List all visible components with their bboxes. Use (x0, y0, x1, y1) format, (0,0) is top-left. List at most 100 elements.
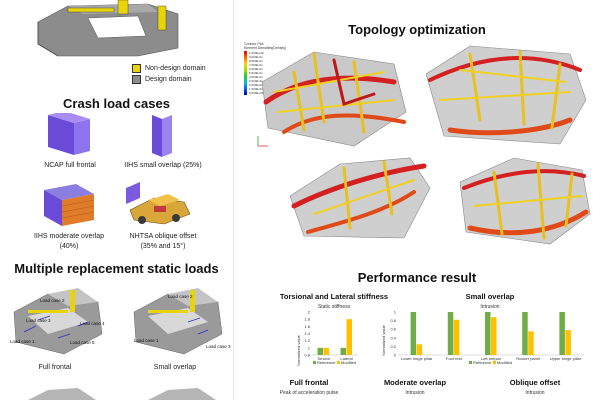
y-tick-label: 0.8 (304, 353, 310, 358)
moderate-overlap-subtitle: Intrusion (405, 390, 425, 396)
crash-case-label: IIHS moderate overlap (40%) (33, 233, 105, 250)
topology-result-view-4 (459, 157, 591, 245)
partial-load-model (148, 388, 216, 400)
bar-reference (522, 312, 528, 355)
load-case-label: Load case 1 (10, 339, 35, 344)
partial-load-model (28, 388, 96, 400)
topology-result-view-2 (425, 45, 587, 145)
contour-title: Contour Plot (244, 42, 264, 46)
small-overlap-barrier-icon (152, 115, 172, 157)
contour-value: 1.000E+00 (249, 51, 264, 55)
load-case-label: Load case 5 (70, 340, 95, 345)
panel-divider (233, 0, 234, 400)
crash-case-label: IIHS small overlap (25%) (124, 162, 202, 169)
oblique-offset-vehicle-icon (126, 182, 191, 225)
x-category-label: Left toepan (481, 356, 501, 361)
legend-swatch (493, 361, 496, 364)
moderate-overlap-barrier-icon (44, 184, 95, 226)
torsion-chart-title: Torsional and Lateral stiffness (279, 292, 389, 301)
load-case-label: Load case 2 (40, 298, 65, 303)
y-tick-label: 2 (308, 310, 311, 315)
bar-reference (447, 312, 454, 355)
bar-modified (491, 317, 497, 355)
bar-reference (317, 347, 323, 355)
static-loads-title: Multiple replacement static loads (14, 261, 219, 276)
contour-value: 6.000E-01 (249, 67, 263, 71)
x-category-label: Upper hinge pillar (550, 356, 582, 361)
overlap-chart: 0 0.2 0.4 0.6 0.8 1 Lower hinge pillar Foot res… (390, 310, 584, 365)
y-tick-label: 1.6 (304, 324, 310, 329)
crash-case-label: NHTSA oblique offset (35% and 15°) (129, 233, 197, 250)
contour-value: 9.000E-01 (249, 55, 263, 59)
contour-value: 7.000E-01 (249, 63, 263, 67)
legend-swatch (337, 361, 340, 364)
y-tick-label: 1 (394, 310, 397, 315)
legend-design-label: Design domain (145, 76, 192, 83)
load-case-label: Load case 3 (206, 344, 231, 349)
contour-value: 5.000E-01 (249, 71, 263, 75)
bar-reference (485, 312, 491, 355)
y-tick-label: 0.6 (390, 327, 396, 332)
oblique-offset-subtitle: Intrusion (525, 390, 545, 396)
overlap-chart-title: Small overlap (465, 292, 515, 301)
static-case-label: Small overlap (153, 364, 197, 371)
bar-modified (416, 344, 423, 355)
x-category-label: Foot rest (446, 356, 463, 361)
contour-legend: Contour Plot Element Densities(Density) … (244, 42, 286, 95)
legend-swatch (469, 361, 472, 364)
contour-value: 3.000E-01 (249, 79, 263, 83)
contour-value: 4.000E-01 (249, 75, 263, 79)
legend-design: Design domain (132, 75, 206, 84)
load-case-label: Load case 2 (168, 294, 193, 299)
contour-value: 0.000E+00 (249, 91, 264, 95)
bar-reference (559, 312, 565, 355)
torsion-chart-subtitle: Static stiffness (317, 304, 351, 310)
small-overlap-load-model (133, 288, 223, 355)
x-category-label: Lower hinge pillar (401, 356, 433, 361)
legend-label: Modified (497, 360, 512, 365)
bar-modified (346, 319, 352, 355)
legend-non-design: Non-design domain (132, 64, 206, 73)
contour-value: 8.000E-01 (249, 59, 263, 63)
y-tick-label: 0.2 (390, 344, 396, 349)
full-frontal-load-model (13, 288, 103, 355)
crash-load-cases-title: Crash load cases (63, 96, 170, 111)
oblique-offset-title: Oblique offset (509, 378, 561, 387)
moderate-overlap-title: Moderate overlap (383, 378, 447, 387)
full-frontal-title: Full frontal (289, 378, 329, 387)
contour-color-scale (244, 51, 247, 95)
topology-result-view-1 (257, 51, 407, 147)
x-category-label: Torsion (317, 356, 330, 361)
y-tick-label: 0 (394, 353, 397, 358)
legend-label: Modified (341, 360, 356, 365)
frontal-barrier-icon (48, 113, 90, 155)
bar-reference (410, 312, 417, 355)
bar-modified (453, 319, 460, 355)
design-swatch (132, 75, 141, 84)
legend-label: Reference (473, 360, 492, 365)
y-tick-label: 1.2 (304, 338, 310, 343)
bar-modified (323, 347, 329, 355)
domain-legend: Non-design domain Design domain (132, 64, 206, 84)
crash-case-label: NCAP full frontal (44, 162, 96, 169)
topology-result-view-3 (289, 157, 431, 239)
y-tick-label: 1 (308, 345, 311, 350)
load-case-label: Load case 4 (80, 321, 105, 326)
y-tick-label: 0.8 (390, 318, 396, 323)
contour-subtitle: Element Densities(Density) (244, 46, 287, 50)
y-tick-label: 1.4 (304, 331, 310, 336)
load-case-label: Load case 3 (26, 318, 51, 323)
load-case-label: Load case 1 (134, 338, 159, 343)
x-category-label: Rocker panel (516, 356, 540, 361)
y-tick-label: 1.8 (304, 317, 310, 322)
contour-value: 2.000E-01 (249, 83, 263, 87)
overlap-chart-subtitle: Intrusion (480, 304, 500, 310)
static-case-label: Full frontal (38, 364, 72, 371)
performance-title: Performance result (357, 270, 477, 285)
y-tick-label: 0.4 (390, 335, 396, 340)
non-design-swatch (132, 64, 141, 73)
torsion-chart: 0.8 1 1.2 1.4 1.6 1.8 2 Torsion Lateral Reference… (304, 310, 358, 365)
topology-title: Topology optimization (348, 22, 486, 37)
contour-value: 1.000E-01 (249, 87, 263, 91)
full-frontal-subtitle: Peak of acceleration pulse (279, 390, 339, 396)
